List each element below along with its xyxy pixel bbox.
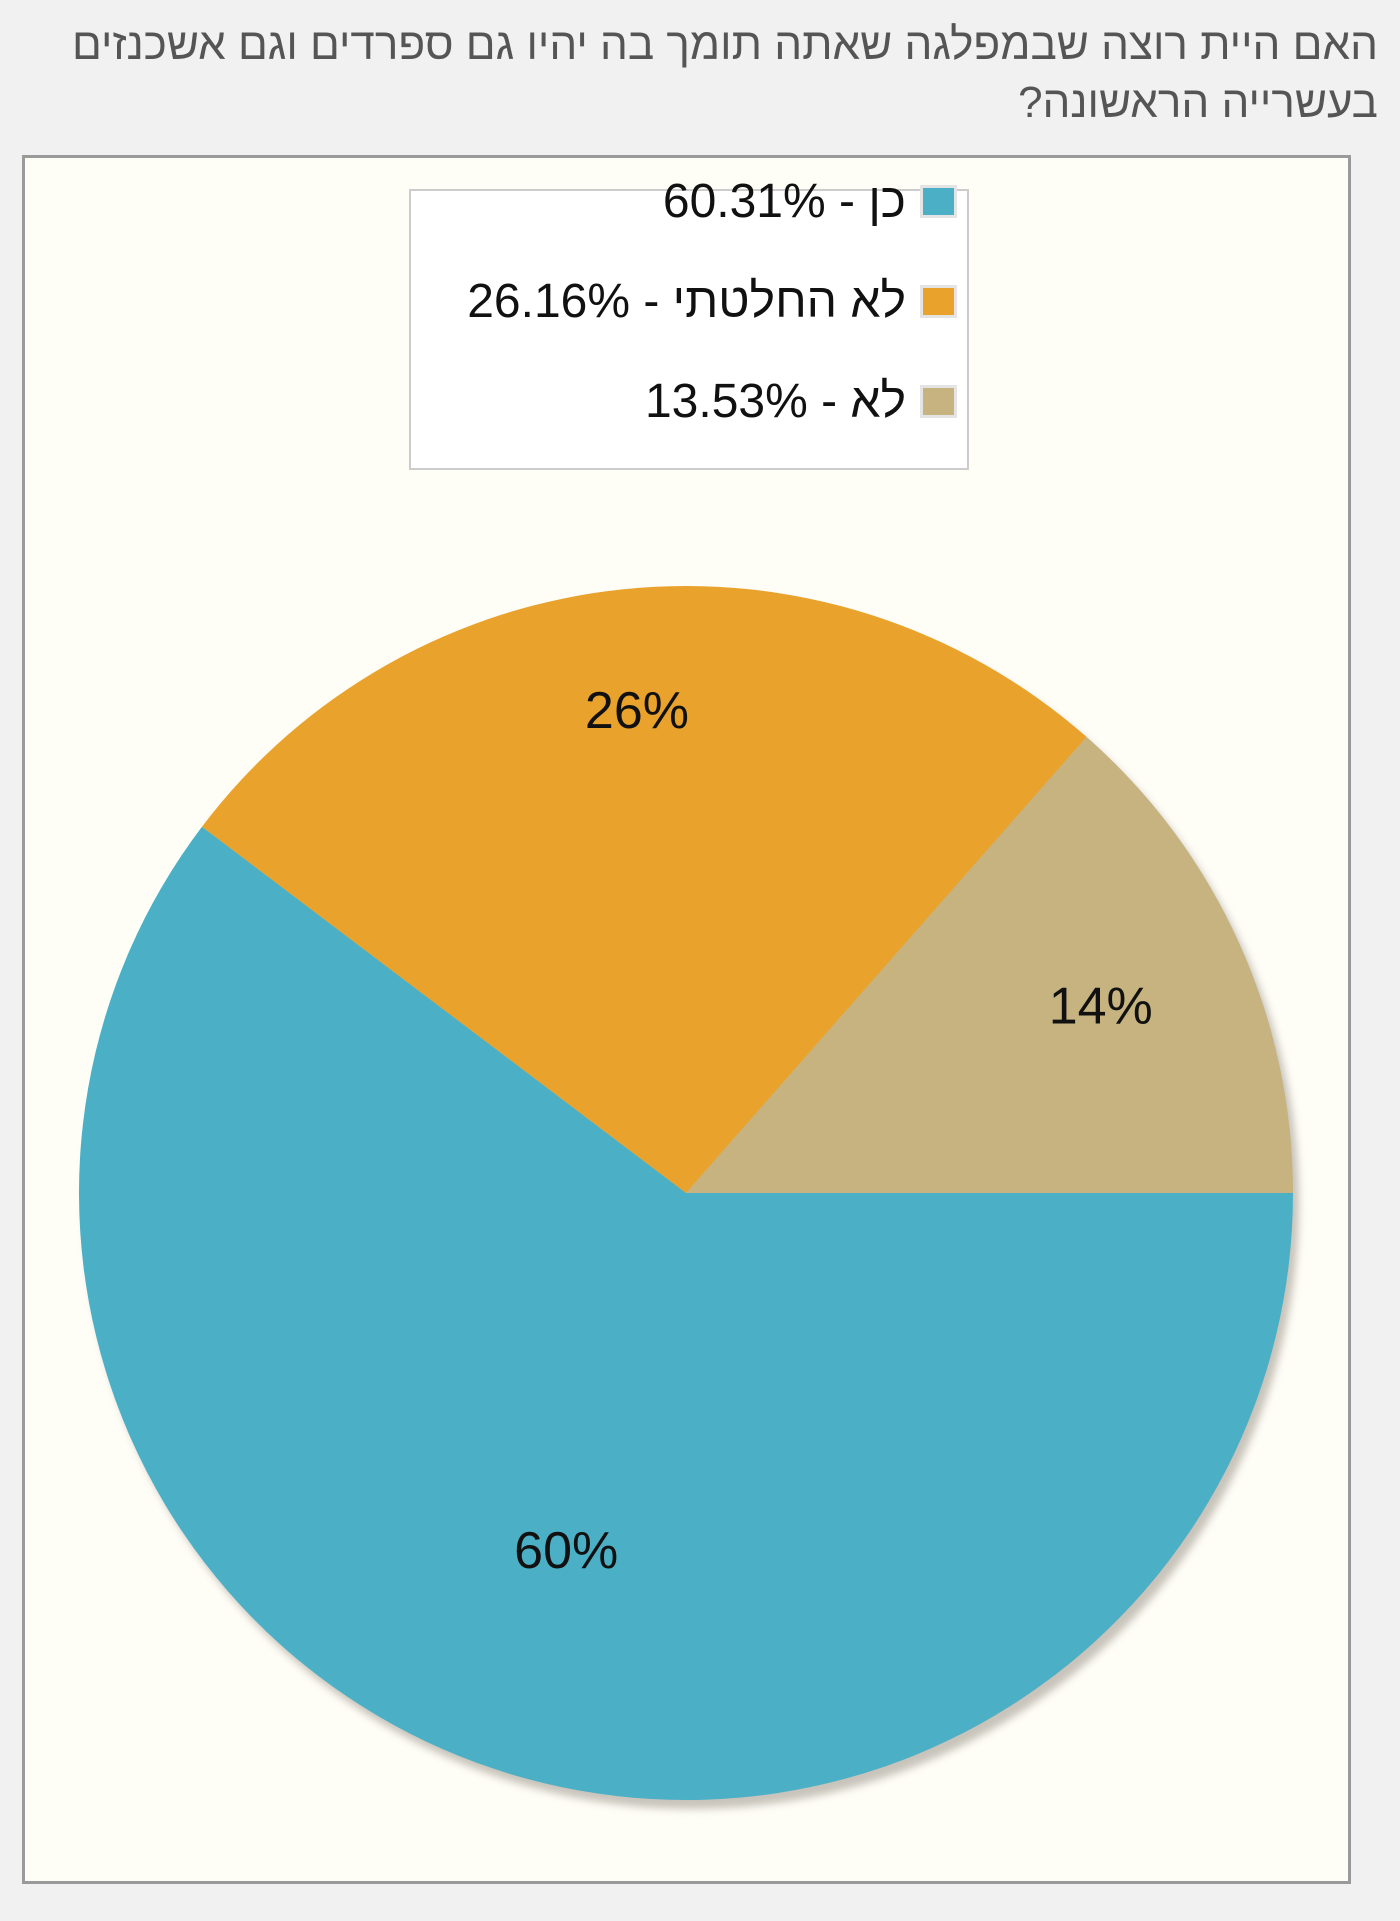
legend-label: כן - 60.31% [662, 174, 906, 228]
pie-label-no: 14% [1049, 977, 1153, 1035]
legend-swatch [920, 184, 957, 218]
pie-slice-no[interactable] [686, 736, 1293, 1193]
legend-swatch [920, 284, 957, 318]
question-line-1: האם היית רוצה שבמפלגה שאתה תומך בה יהיו … [72, 20, 1378, 69]
legend-label: לא - 13.53% [644, 374, 906, 428]
pie-slice-yes[interactable] [78, 826, 1293, 1801]
chart-legend: כן - 60.31% לא החלטתי - 26.16% לא - 13.53% [409, 175, 969, 470]
legend-label: לא החלטתי - 26.16% [467, 274, 906, 328]
legend-item-undecided: לא החלטתי - 26.16% [467, 271, 957, 331]
question-line-2: בעשרייה הראשונה? [1018, 78, 1378, 127]
legend-item-no: לא - 13.53% [645, 371, 957, 431]
legend-item-yes: כן - 60.31% [663, 171, 957, 231]
question-title: האם היית רוצה שבמפלגה שאתה תומך בה יהיו … [0, 16, 1378, 132]
pie-label-yes: 60% [514, 1522, 618, 1580]
pie-slice-undecided[interactable] [201, 586, 1087, 1193]
legend-swatch [920, 384, 957, 418]
pie-label-undecided: 26% [585, 682, 689, 740]
